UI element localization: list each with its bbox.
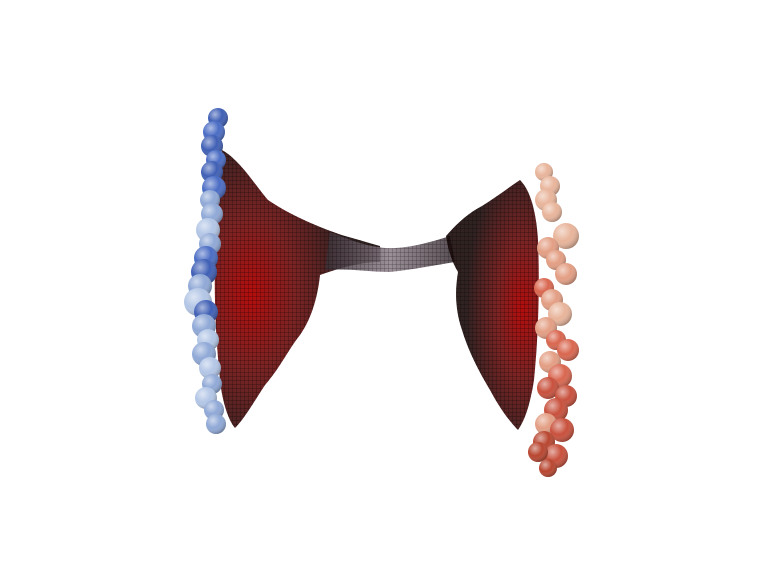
right-sphere-shading	[528, 442, 548, 462]
mesh-neck-grid	[325, 232, 455, 272]
left-sphere-shading	[206, 414, 226, 434]
right-sphere-chain	[528, 163, 579, 477]
right-mesh-grid	[446, 180, 539, 430]
right-sphere-shading	[539, 459, 557, 477]
left-sphere-shading	[199, 357, 221, 379]
right-sphere-shading	[553, 223, 579, 249]
right-sphere-shading	[542, 202, 562, 222]
mesh-surface	[214, 150, 539, 430]
right-sphere-shading	[537, 377, 559, 399]
right-sphere-shading	[557, 339, 579, 361]
right-sphere-shading	[548, 302, 572, 326]
left-mesh-grid	[214, 150, 380, 428]
right-sphere-shading	[555, 263, 577, 285]
right-sphere-shading	[550, 418, 574, 442]
left-sphere-chain	[184, 108, 228, 434]
